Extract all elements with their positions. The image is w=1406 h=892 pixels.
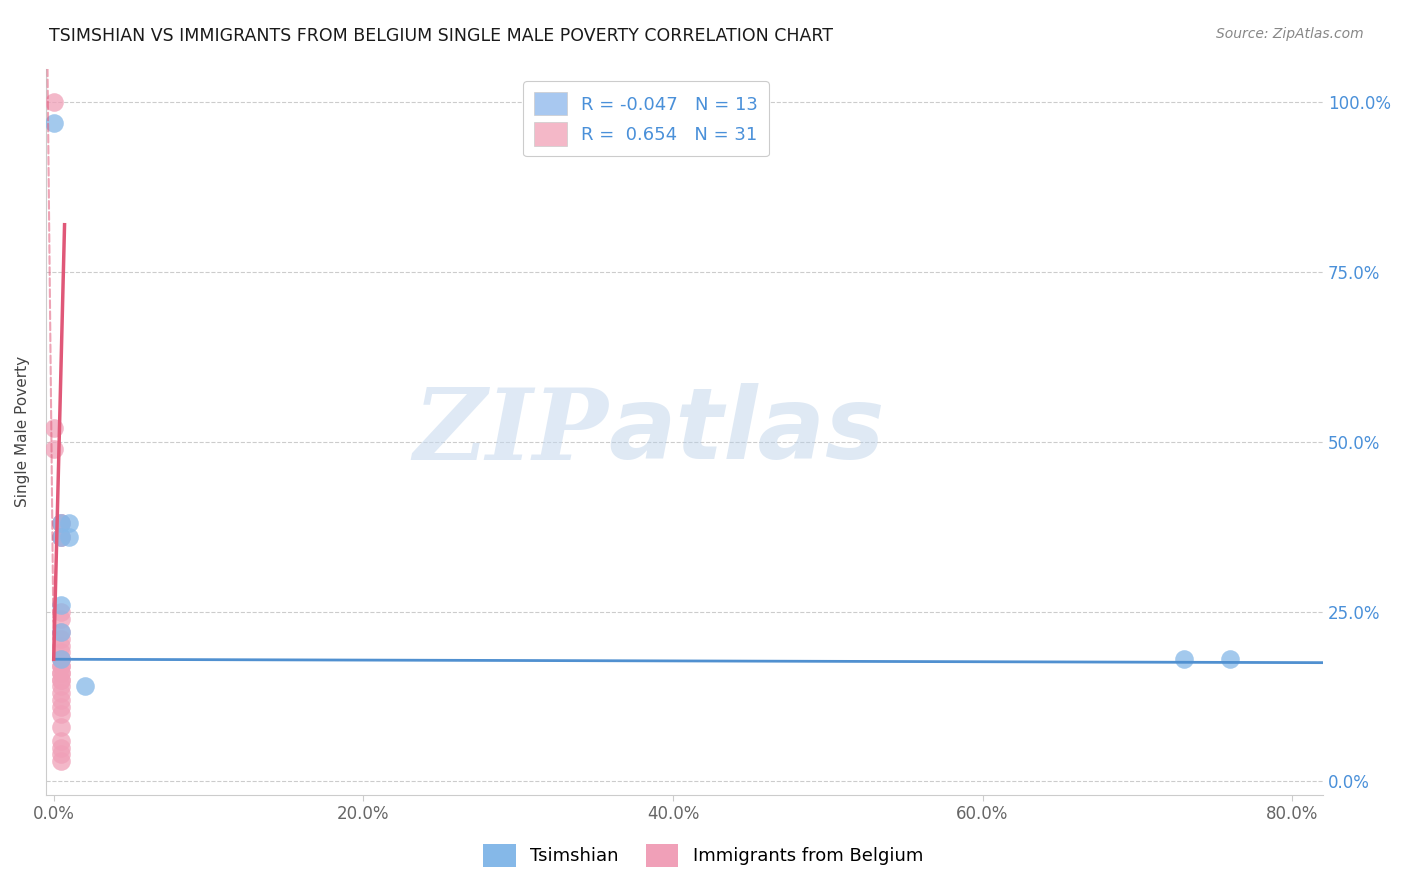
Point: [51, 516, 73, 531]
Point: [51, 665, 73, 680]
Text: ZIP: ZIP: [413, 384, 607, 480]
Point: [51, 699, 73, 714]
Point: [51, 530, 73, 544]
Point: [51, 740, 73, 755]
Point: [51, 516, 73, 531]
Point: [51, 680, 73, 694]
Point: [42, 95, 65, 110]
Point: [51, 530, 73, 544]
Point: [42, 116, 65, 130]
Point: [51, 652, 73, 666]
Text: Source: ZipAtlas.com: Source: ZipAtlas.com: [1216, 27, 1364, 41]
Point: [42, 421, 65, 435]
Point: [51, 659, 73, 673]
Point: [51, 625, 73, 640]
Point: [51, 652, 73, 666]
Point: [51, 733, 73, 747]
Point: [51, 652, 73, 666]
Text: atlas: atlas: [607, 384, 884, 480]
Y-axis label: Single Male Poverty: Single Male Poverty: [15, 356, 30, 508]
Point: [51, 693, 73, 707]
Point: [1219, 652, 1241, 666]
Point: [51, 639, 73, 653]
Point: [51, 516, 73, 531]
Legend: R = -0.047   N = 13, R =  0.654   N = 31: R = -0.047 N = 13, R = 0.654 N = 31: [523, 81, 769, 156]
Point: [51, 673, 73, 687]
Point: [51, 686, 73, 700]
Point: [51, 747, 73, 762]
Text: TSIMSHIAN VS IMMIGRANTS FROM BELGIUM SINGLE MALE POVERTY CORRELATION CHART: TSIMSHIAN VS IMMIGRANTS FROM BELGIUM SIN…: [49, 27, 834, 45]
Point: [51, 598, 73, 612]
Point: [42, 442, 65, 456]
Point: [1173, 652, 1195, 666]
Point: [51, 645, 73, 659]
Point: [51, 632, 73, 646]
Point: [51, 659, 73, 673]
Point: [51, 605, 73, 619]
Point: [51, 611, 73, 625]
Point: [51, 530, 73, 544]
Point: [58, 516, 80, 531]
Point: [51, 720, 73, 734]
Point: [51, 706, 73, 721]
Point: [51, 625, 73, 640]
Point: [51, 665, 73, 680]
Point: [58, 530, 80, 544]
Point: [51, 754, 73, 768]
Point: [51, 673, 73, 687]
Point: [73, 680, 96, 694]
Legend: Tsimshian, Immigrants from Belgium: Tsimshian, Immigrants from Belgium: [475, 837, 931, 874]
